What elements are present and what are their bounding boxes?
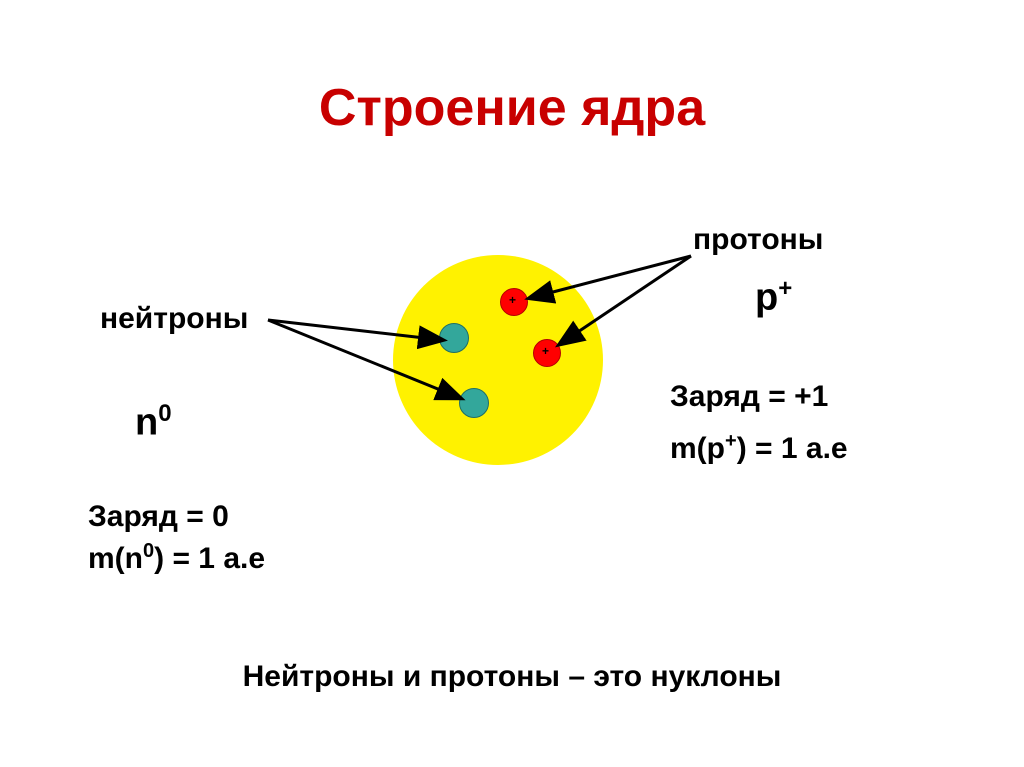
neutron-2 <box>459 388 489 418</box>
protons-label: протоны <box>693 223 823 257</box>
proton-charge: Заряд = +1 <box>670 380 828 414</box>
proton-mass-suffix: ) = 1 а.е <box>737 432 848 465</box>
proton-symbol: p+ <box>755 275 792 320</box>
neutrons-label: нейтроны <box>100 302 248 336</box>
neutron-1 <box>439 323 469 353</box>
n-sup: 0 <box>158 400 171 427</box>
diagram-stage: Строение ядра + + протоны p+ Заряд = +1 … <box>0 0 1024 767</box>
neutron-mass: m(n0) = 1 а.е <box>88 540 318 576</box>
page-title: Строение ядра <box>0 78 1024 138</box>
n-letter: n <box>135 402 158 444</box>
p-sup: + <box>778 275 792 302</box>
nucleus-circle <box>393 255 603 465</box>
neutron-charge: Заряд = 0 <box>88 500 229 534</box>
proton-mass-sup: + <box>725 430 737 452</box>
p-letter: p <box>755 277 778 319</box>
proton-1-plus: + <box>509 293 516 307</box>
neutron-mass-suffix: ) = 1 а.е <box>154 542 265 575</box>
proton-2-plus: + <box>542 344 549 358</box>
neutron-mass-sup: 0 <box>143 540 154 562</box>
footer-text: Нейтроны и протоны – это нуклоны <box>0 660 1024 694</box>
proton-mass-prefix: m(p <box>670 432 725 465</box>
proton-mass: m(p+) = 1 а.е <box>670 430 900 466</box>
neutron-symbol: n0 <box>135 400 172 445</box>
neutron-mass-prefix: m(n <box>88 542 143 575</box>
